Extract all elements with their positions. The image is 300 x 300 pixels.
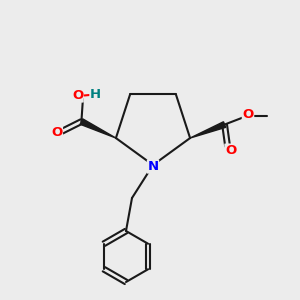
- Polygon shape: [80, 119, 116, 138]
- Text: O: O: [51, 126, 62, 139]
- Text: N: N: [147, 160, 159, 173]
- Text: O: O: [242, 108, 253, 121]
- Polygon shape: [190, 122, 226, 138]
- Text: H: H: [90, 88, 101, 101]
- Text: O: O: [72, 89, 83, 102]
- Text: O: O: [225, 144, 236, 157]
